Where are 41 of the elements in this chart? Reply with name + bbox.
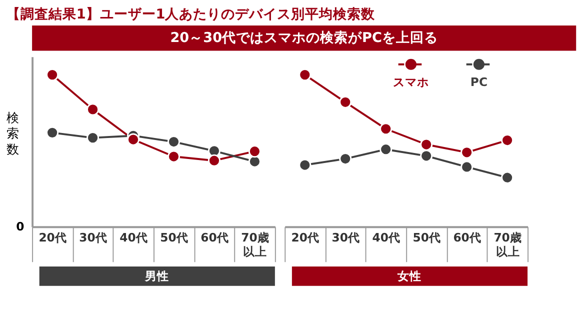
text: 20～30代ではスマホの検索がPCを上回る: [170, 30, 438, 46]
point: [420, 150, 433, 162]
x-tick-label: 30代: [79, 230, 108, 245]
point: [167, 150, 180, 163]
x-axis-title: 男性: [144, 269, 170, 284]
point: [86, 103, 100, 116]
point: [380, 122, 392, 136]
x-tick-label: 20代: [291, 230, 320, 245]
chart-title: 【調査結果1】ユーザー1人あたりのデバイス別平均検索数: [6, 6, 376, 23]
point: [460, 160, 474, 174]
point: [248, 145, 261, 158]
x-tick-label: 70歳以上: [241, 230, 270, 258]
x-tick-label: 40代: [120, 230, 148, 245]
x-tick-label: 20代: [38, 230, 67, 245]
point: [339, 96, 352, 108]
point: [339, 152, 352, 166]
point: [460, 146, 474, 159]
point: [420, 138, 433, 151]
point: [46, 126, 59, 139]
point: [208, 154, 220, 167]
point: [501, 134, 514, 147]
x-tick-label: 30代: [332, 230, 360, 245]
x-tick-label: 60代: [200, 230, 229, 245]
x-tick-label: 50代: [160, 230, 188, 245]
legend-label: PC: [470, 74, 488, 89]
x-tick-label: 40代: [372, 230, 400, 245]
point: [167, 136, 180, 148]
legend-label: スマホ: [392, 74, 429, 89]
point: [86, 132, 100, 144]
text: 0: [16, 220, 24, 234]
point: [501, 171, 514, 184]
y-axis-title: 検索数: [6, 110, 20, 156]
x-tick-label: 60代: [453, 230, 482, 245]
point: [380, 143, 392, 156]
point: [126, 133, 140, 146]
point: [298, 158, 312, 172]
point: [298, 68, 312, 82]
x-tick-label: 50代: [412, 230, 441, 245]
point: [46, 68, 59, 82]
x-tick-label: 70歳以上: [494, 230, 522, 258]
x-axis-title: 女性: [396, 269, 422, 284]
